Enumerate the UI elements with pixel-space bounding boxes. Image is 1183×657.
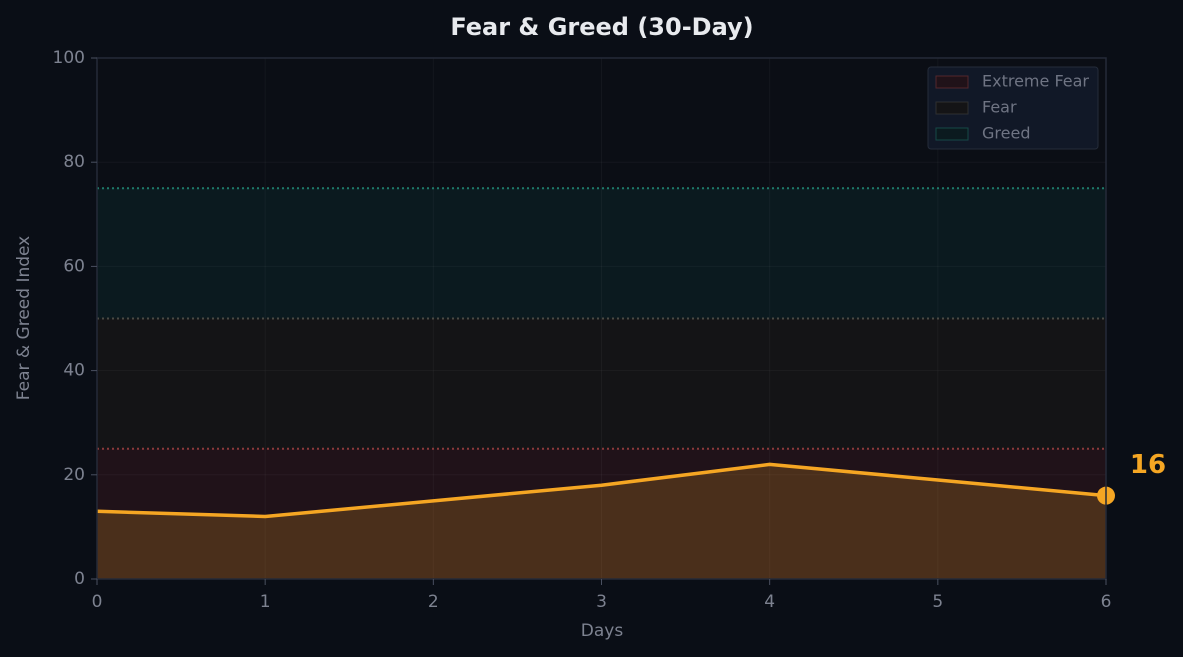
legend-label: Greed (982, 124, 1030, 143)
legend-label: Fear (982, 98, 1017, 117)
y-tick-label: 80 (63, 152, 85, 172)
legend-label: Extreme Fear (982, 72, 1089, 91)
legend-swatch (935, 127, 969, 141)
last-value-label: 16 (1130, 450, 1166, 480)
band (97, 448, 1106, 579)
legend-swatch (935, 101, 969, 115)
x-tick-label: 2 (428, 592, 439, 612)
x-tick-label: 5 (932, 592, 943, 612)
legend-box (927, 66, 1099, 150)
y-axis-label: Fear & Greed Index (14, 236, 34, 400)
y-tick-label: 0 (74, 569, 85, 589)
x-tick-label: 6 (1101, 592, 1112, 612)
y-tick-label: 100 (53, 48, 85, 68)
line (96, 462, 1107, 519)
x-tick-label: 0 (92, 592, 103, 612)
x-tick-label: 4 (764, 592, 775, 612)
band (97, 318, 1106, 449)
y-tick-label: 60 (63, 256, 85, 276)
area (97, 464, 1106, 579)
x-tick-label: 3 (596, 592, 607, 612)
x-axis-label: Days (581, 621, 624, 641)
y-tick-label: 40 (63, 361, 85, 381)
legend-swatch (935, 75, 969, 89)
band (97, 188, 1106, 319)
y-tick-label: 20 (63, 465, 85, 485)
x-tick-label: 1 (260, 592, 271, 612)
chart-title: Fear & Greed (30-Day) (450, 13, 753, 41)
